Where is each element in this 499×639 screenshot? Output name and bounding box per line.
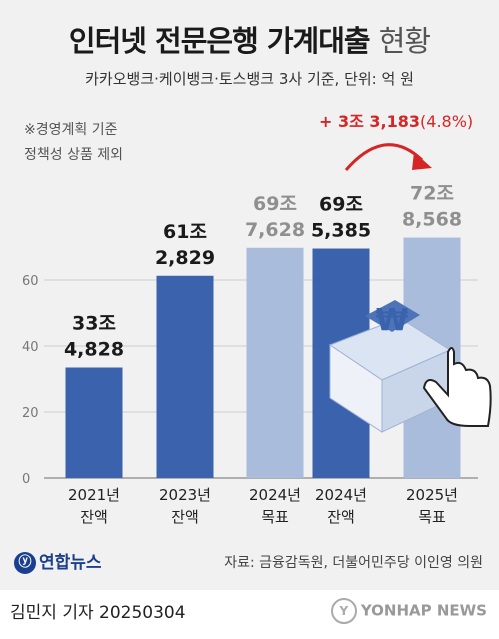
category-label-4-line1: 2025년 (406, 486, 458, 504)
value-label-4-line1: 72조 (410, 183, 454, 205)
logo-icon: ⓨ (14, 552, 36, 574)
value-label-2-line1: 69조 (253, 193, 297, 215)
source-note: 자료: 금융감독원, 더불어민주당 이인영 의원 (224, 555, 483, 571)
category-label-2-line1: 2024년 (249, 486, 301, 504)
bar-1 (156, 275, 214, 478)
bar-2 (246, 247, 304, 478)
value-label-0-line1: 33조 (72, 313, 116, 335)
value-label-4-line2: 8,568 (402, 209, 462, 231)
value-label-3-line2: 5,385 (311, 220, 371, 242)
growth-arrow-layer: + 3조 3,183(4.8%) (319, 112, 473, 171)
category-label-0-line2: 잔액 (80, 508, 108, 526)
value-label-1-line1: 61조 (163, 221, 207, 243)
bar-0 (65, 367, 123, 478)
note-line-1: ※경영계획 기준 (24, 122, 118, 138)
bottom-strip (0, 590, 499, 639)
value-label-1-line2: 2,829 (155, 247, 215, 269)
category-label-2-line2: 목표 (261, 508, 289, 526)
agency-name: YONHAP NEWS (360, 601, 487, 620)
agency-logo: ⓨ 연합뉴스 (14, 548, 102, 574)
category-label-4-line2: 목표 (418, 508, 446, 526)
bank-icon-layer: ₩ (328, 300, 492, 433)
won-sign-icon: ₩ (375, 303, 408, 338)
growth-percent: (4.8%) (420, 112, 473, 131)
value-label-2-line2: 7,628 (245, 219, 305, 241)
won-sign-top-icon (365, 300, 420, 332)
category-label-1-line1: 2023년 (159, 486, 211, 504)
note: ※경영계획 기준 정책성 상품 제외 (24, 118, 123, 168)
subtitle: 카카오뱅크·케이뱅크·토스뱅크 3사 기준, 단위: 억 원 (85, 70, 414, 88)
growth-arrow-head-icon (412, 152, 432, 170)
y-tick-label-3: 60 (22, 274, 39, 289)
value-label-3-line1: 69조 (319, 194, 363, 216)
logo-text: 연합뉴스 (39, 553, 102, 573)
yonhap-logo-icon: Y (330, 598, 357, 624)
note-line-2: 정책성 상품 제외 (24, 147, 124, 163)
bar-layer (65, 237, 461, 478)
y-tick-label-1: 20 (22, 406, 39, 421)
agency-watermark: Y YONHAP NEWS (330, 598, 487, 624)
pointer-hand-icon (422, 347, 492, 427)
category-label-1-line2: 잔액 (171, 508, 199, 526)
byline: 김민지 기자 20250304 (10, 603, 186, 623)
title-main: 인터넷 전문은행 가계대출 (68, 24, 371, 58)
growth-arrow-curve (344, 143, 424, 171)
page-title: 인터넷 전문은행 가계대출 현황 (0, 18, 499, 60)
category-label-3-line1: 2024년 (315, 486, 367, 504)
value-label-0-line2: 4,828 (64, 339, 124, 361)
y-tick-label-0: 0 (22, 472, 30, 487)
title-suffix: 현황 (378, 24, 431, 58)
growth-amount: + 3조 3,183 (319, 112, 420, 131)
category-label-0-line1: 2021년 (68, 486, 120, 504)
growth-annotation: + 3조 3,183(4.8%) (319, 112, 473, 131)
category-label-3-line2: 잔액 (327, 508, 355, 526)
y-tick-label-2: 40 (22, 340, 39, 355)
